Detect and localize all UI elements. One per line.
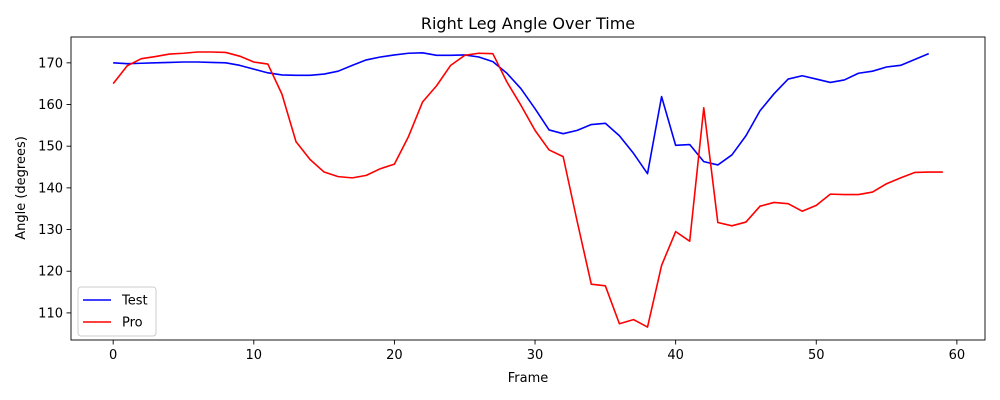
x-tick-label: 10 xyxy=(246,348,263,363)
y-tick-label: 130 xyxy=(38,223,63,238)
x-tick-label: 60 xyxy=(949,348,966,363)
y-tick-label: 170 xyxy=(38,56,63,71)
x-tick-label: 40 xyxy=(667,348,684,363)
x-tick-label: 30 xyxy=(527,348,544,363)
y-tick-label: 110 xyxy=(38,306,63,321)
y-tick-label: 150 xyxy=(38,140,63,155)
legend: Test Pro xyxy=(77,286,157,337)
x-tick-label: 20 xyxy=(386,348,403,363)
legend-label-test: Test xyxy=(121,294,148,309)
x-tick-label: 50 xyxy=(808,348,825,363)
y-tick-label: 120 xyxy=(38,265,63,280)
y-tick-label: 140 xyxy=(38,181,63,196)
y-tick-label: 160 xyxy=(38,98,63,113)
plot-frame xyxy=(70,36,986,341)
series-line-pro xyxy=(112,51,943,328)
plot-area xyxy=(70,36,986,341)
series-line-test xyxy=(113,52,930,175)
y-axis-label: Angle (degrees) xyxy=(14,136,29,240)
y-axis: 110 120 130 140 150 160 170 xyxy=(38,56,71,321)
x-axis-label: Frame xyxy=(508,371,549,386)
chart-title: Right Leg Angle Over Time xyxy=(421,14,635,33)
x-tick-label: 0 xyxy=(109,348,117,363)
legend-label-pro: Pro xyxy=(122,316,143,331)
x-axis: 0 10 20 30 40 50 60 xyxy=(109,340,965,363)
